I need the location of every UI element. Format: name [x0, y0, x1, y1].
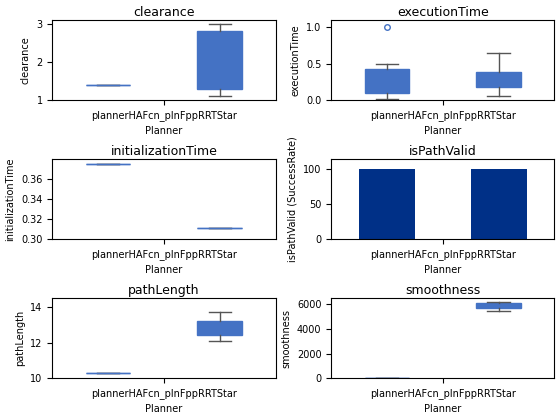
X-axis label: Planner: Planner: [146, 404, 183, 415]
X-axis label: Planner: Planner: [146, 126, 183, 136]
PathPatch shape: [477, 303, 521, 308]
Y-axis label: pathLength: pathLength: [15, 310, 25, 366]
Y-axis label: clearance: clearance: [21, 36, 31, 84]
Y-axis label: isPathValid (SuccessRate): isPathValid (SuccessRate): [287, 136, 297, 262]
Title: smoothness: smoothness: [405, 284, 480, 297]
PathPatch shape: [477, 72, 521, 87]
PathPatch shape: [365, 69, 409, 93]
X-axis label: Planner: Planner: [424, 126, 461, 136]
Title: initializationTime: initializationTime: [110, 144, 217, 158]
X-axis label: Planner: Planner: [424, 265, 461, 276]
Bar: [471, 169, 526, 239]
X-axis label: Planner: Planner: [424, 404, 461, 415]
X-axis label: Planner: Planner: [146, 265, 183, 276]
Title: executionTime: executionTime: [397, 5, 489, 18]
Y-axis label: smoothness: smoothness: [281, 309, 291, 368]
Title: isPathValid: isPathValid: [409, 144, 477, 158]
Y-axis label: initializationTime: initializationTime: [6, 157, 16, 241]
Title: clearance: clearance: [133, 5, 195, 18]
Title: pathLength: pathLength: [128, 284, 200, 297]
Bar: [359, 169, 415, 239]
PathPatch shape: [198, 31, 242, 89]
Y-axis label: executionTime: executionTime: [291, 24, 301, 96]
PathPatch shape: [198, 321, 242, 336]
